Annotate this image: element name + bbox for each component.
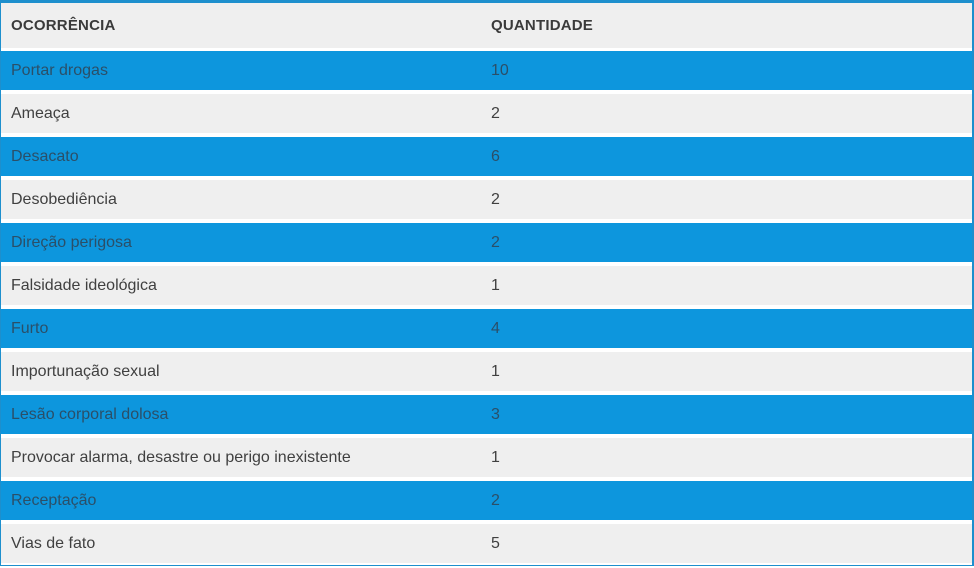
occurrence-label: Vias de fato bbox=[11, 534, 96, 552]
occurrence-quantity: 2 bbox=[491, 190, 500, 208]
occurrence-label: Provocar alarma, desastre ou perigo inex… bbox=[11, 448, 351, 466]
occurrence-label: Receptação bbox=[11, 491, 97, 509]
table-body: Portar drogas 10 Ameaça 2 Desacato 6 Des… bbox=[1, 51, 972, 563]
occurrence-label: Portar drogas bbox=[11, 61, 108, 79]
table-row: Provocar alarma, desastre ou perigo inex… bbox=[1, 438, 972, 477]
occurrence-label: Desobediência bbox=[11, 190, 117, 208]
occurrence-label: Furto bbox=[11, 319, 49, 337]
occurrence-label: Falsidade ideológica bbox=[11, 276, 157, 294]
occurrence-quantity: 2 bbox=[491, 104, 500, 122]
table-row: Falsidade ideológica 1 bbox=[1, 266, 972, 305]
occurrence-quantity: 4 bbox=[491, 319, 500, 337]
occurrence-quantity: 2 bbox=[491, 491, 500, 509]
table-row: Desobediência 2 bbox=[1, 180, 972, 219]
occurrence-label: Direção perigosa bbox=[11, 233, 132, 251]
table-row: Lesão corporal dolosa 3 bbox=[1, 395, 972, 434]
occurrence-label: Ameaça bbox=[11, 104, 70, 122]
table-header-row: OCORRÊNCIA QUANTIDADE bbox=[1, 3, 972, 48]
column-header-ocorrencia: OCORRÊNCIA bbox=[11, 17, 116, 34]
occurrence-quantity: 3 bbox=[491, 405, 500, 423]
table-row: Importunação sexual 1 bbox=[1, 352, 972, 391]
occurrence-quantity: 5 bbox=[491, 534, 500, 552]
occurrence-quantity: 1 bbox=[491, 276, 500, 294]
table-row: Ameaça 2 bbox=[1, 94, 972, 133]
occurrence-quantity: 1 bbox=[491, 448, 500, 466]
table-row: Receptação 2 bbox=[1, 481, 972, 520]
occurrence-quantity: 2 bbox=[491, 233, 500, 251]
table-row: Vias de fato 5 bbox=[1, 524, 972, 563]
occurrence-label: Desacato bbox=[11, 147, 79, 165]
column-header-quantidade: QUANTIDADE bbox=[491, 17, 593, 34]
occurrence-quantity: 1 bbox=[491, 362, 500, 380]
occurrence-label: Importunação sexual bbox=[11, 362, 160, 380]
occurrence-label: Lesão corporal dolosa bbox=[11, 405, 169, 423]
occurrence-quantity: 10 bbox=[491, 61, 509, 79]
occurrence-quantity: 6 bbox=[491, 147, 500, 165]
table-row: Furto 4 bbox=[1, 309, 972, 348]
table-row: Desacato 6 bbox=[1, 137, 972, 176]
table-row: Direção perigosa 2 bbox=[1, 223, 972, 262]
table-row: Portar drogas 10 bbox=[1, 51, 972, 90]
